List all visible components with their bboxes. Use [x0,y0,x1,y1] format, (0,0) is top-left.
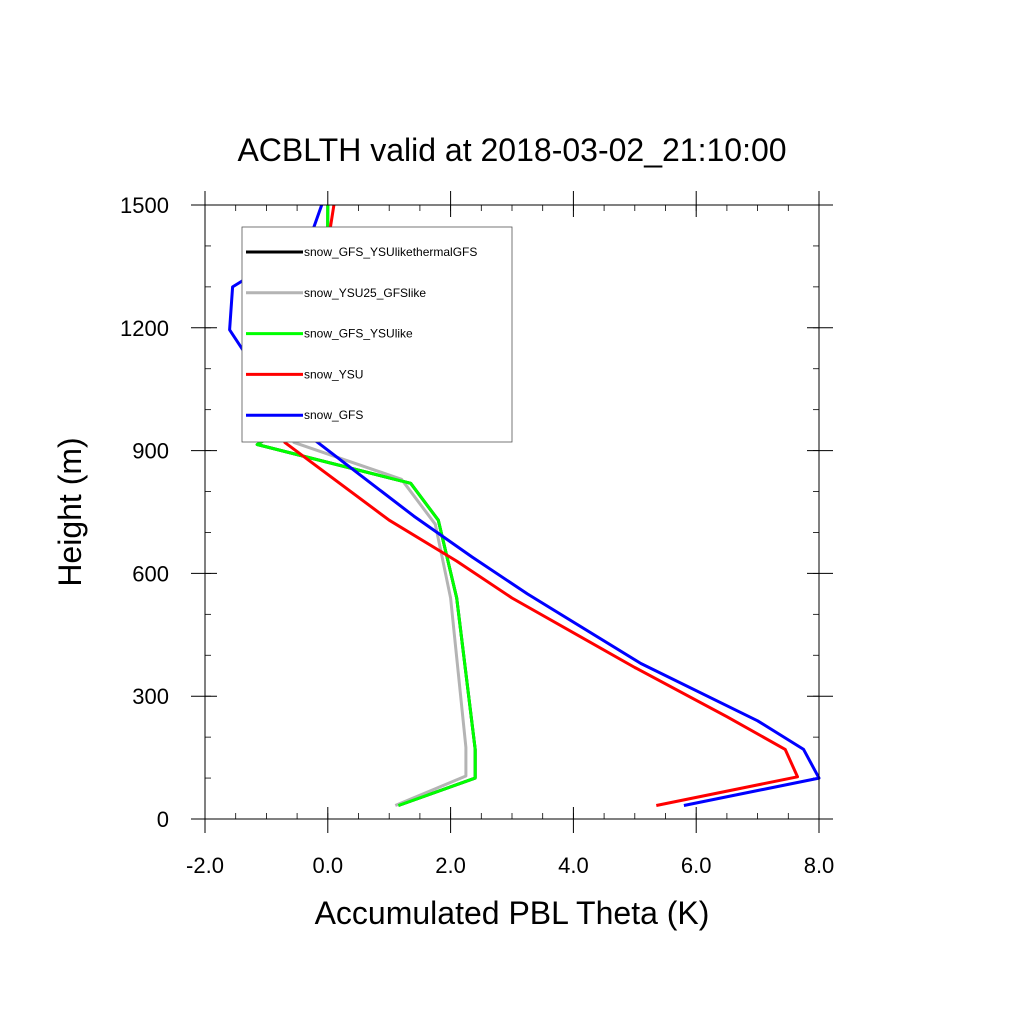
y-tick-label: 1500 [120,193,169,218]
y-tick-label: 0 [157,807,169,832]
y-axis-label: Height (m) [52,437,88,586]
major-ticks [191,191,833,833]
legend-label: snow_YSU [304,367,363,381]
y-tick-label: 600 [132,561,169,586]
y-tick-label: 1200 [120,316,169,341]
x-tick-labels: -2.0 0.0 2.0 4.0 6.0 8.0 [186,853,834,878]
x-axis-label: Accumulated PBL Theta (K) [315,895,710,931]
series-line-snow-gfs [228,204,821,807]
legend-label: snow_GFS [304,408,363,422]
chart-title: ACBLTH valid at 2018-03-02_21:10:00 [237,132,786,168]
x-tick-label: 6.0 [681,853,712,878]
x-tick-label: 0.0 [313,853,344,878]
legend-label: snow_YSU25_GFSlike [304,286,426,300]
legend: snow_GFS_YSUlikethermalGFS snow_YSU25_GFS… [241,226,513,443]
y-tick-label: 900 [132,439,169,464]
legend-label: snow_GFS_YSUlikethermalGFS [304,245,477,259]
legend-label: snow_GFS_YSUlike [304,327,413,341]
x-tick-label: 4.0 [558,853,589,878]
x-tick-label: 8.0 [804,853,835,878]
y-tick-label: 300 [132,684,169,709]
x-tick-label: -2.0 [186,853,224,878]
x-tick-label: 2.0 [435,853,466,878]
y-tick-labels: 0 300 600 900 1200 1500 [120,193,169,832]
series-lines [228,204,821,807]
plot-frame [204,204,820,820]
